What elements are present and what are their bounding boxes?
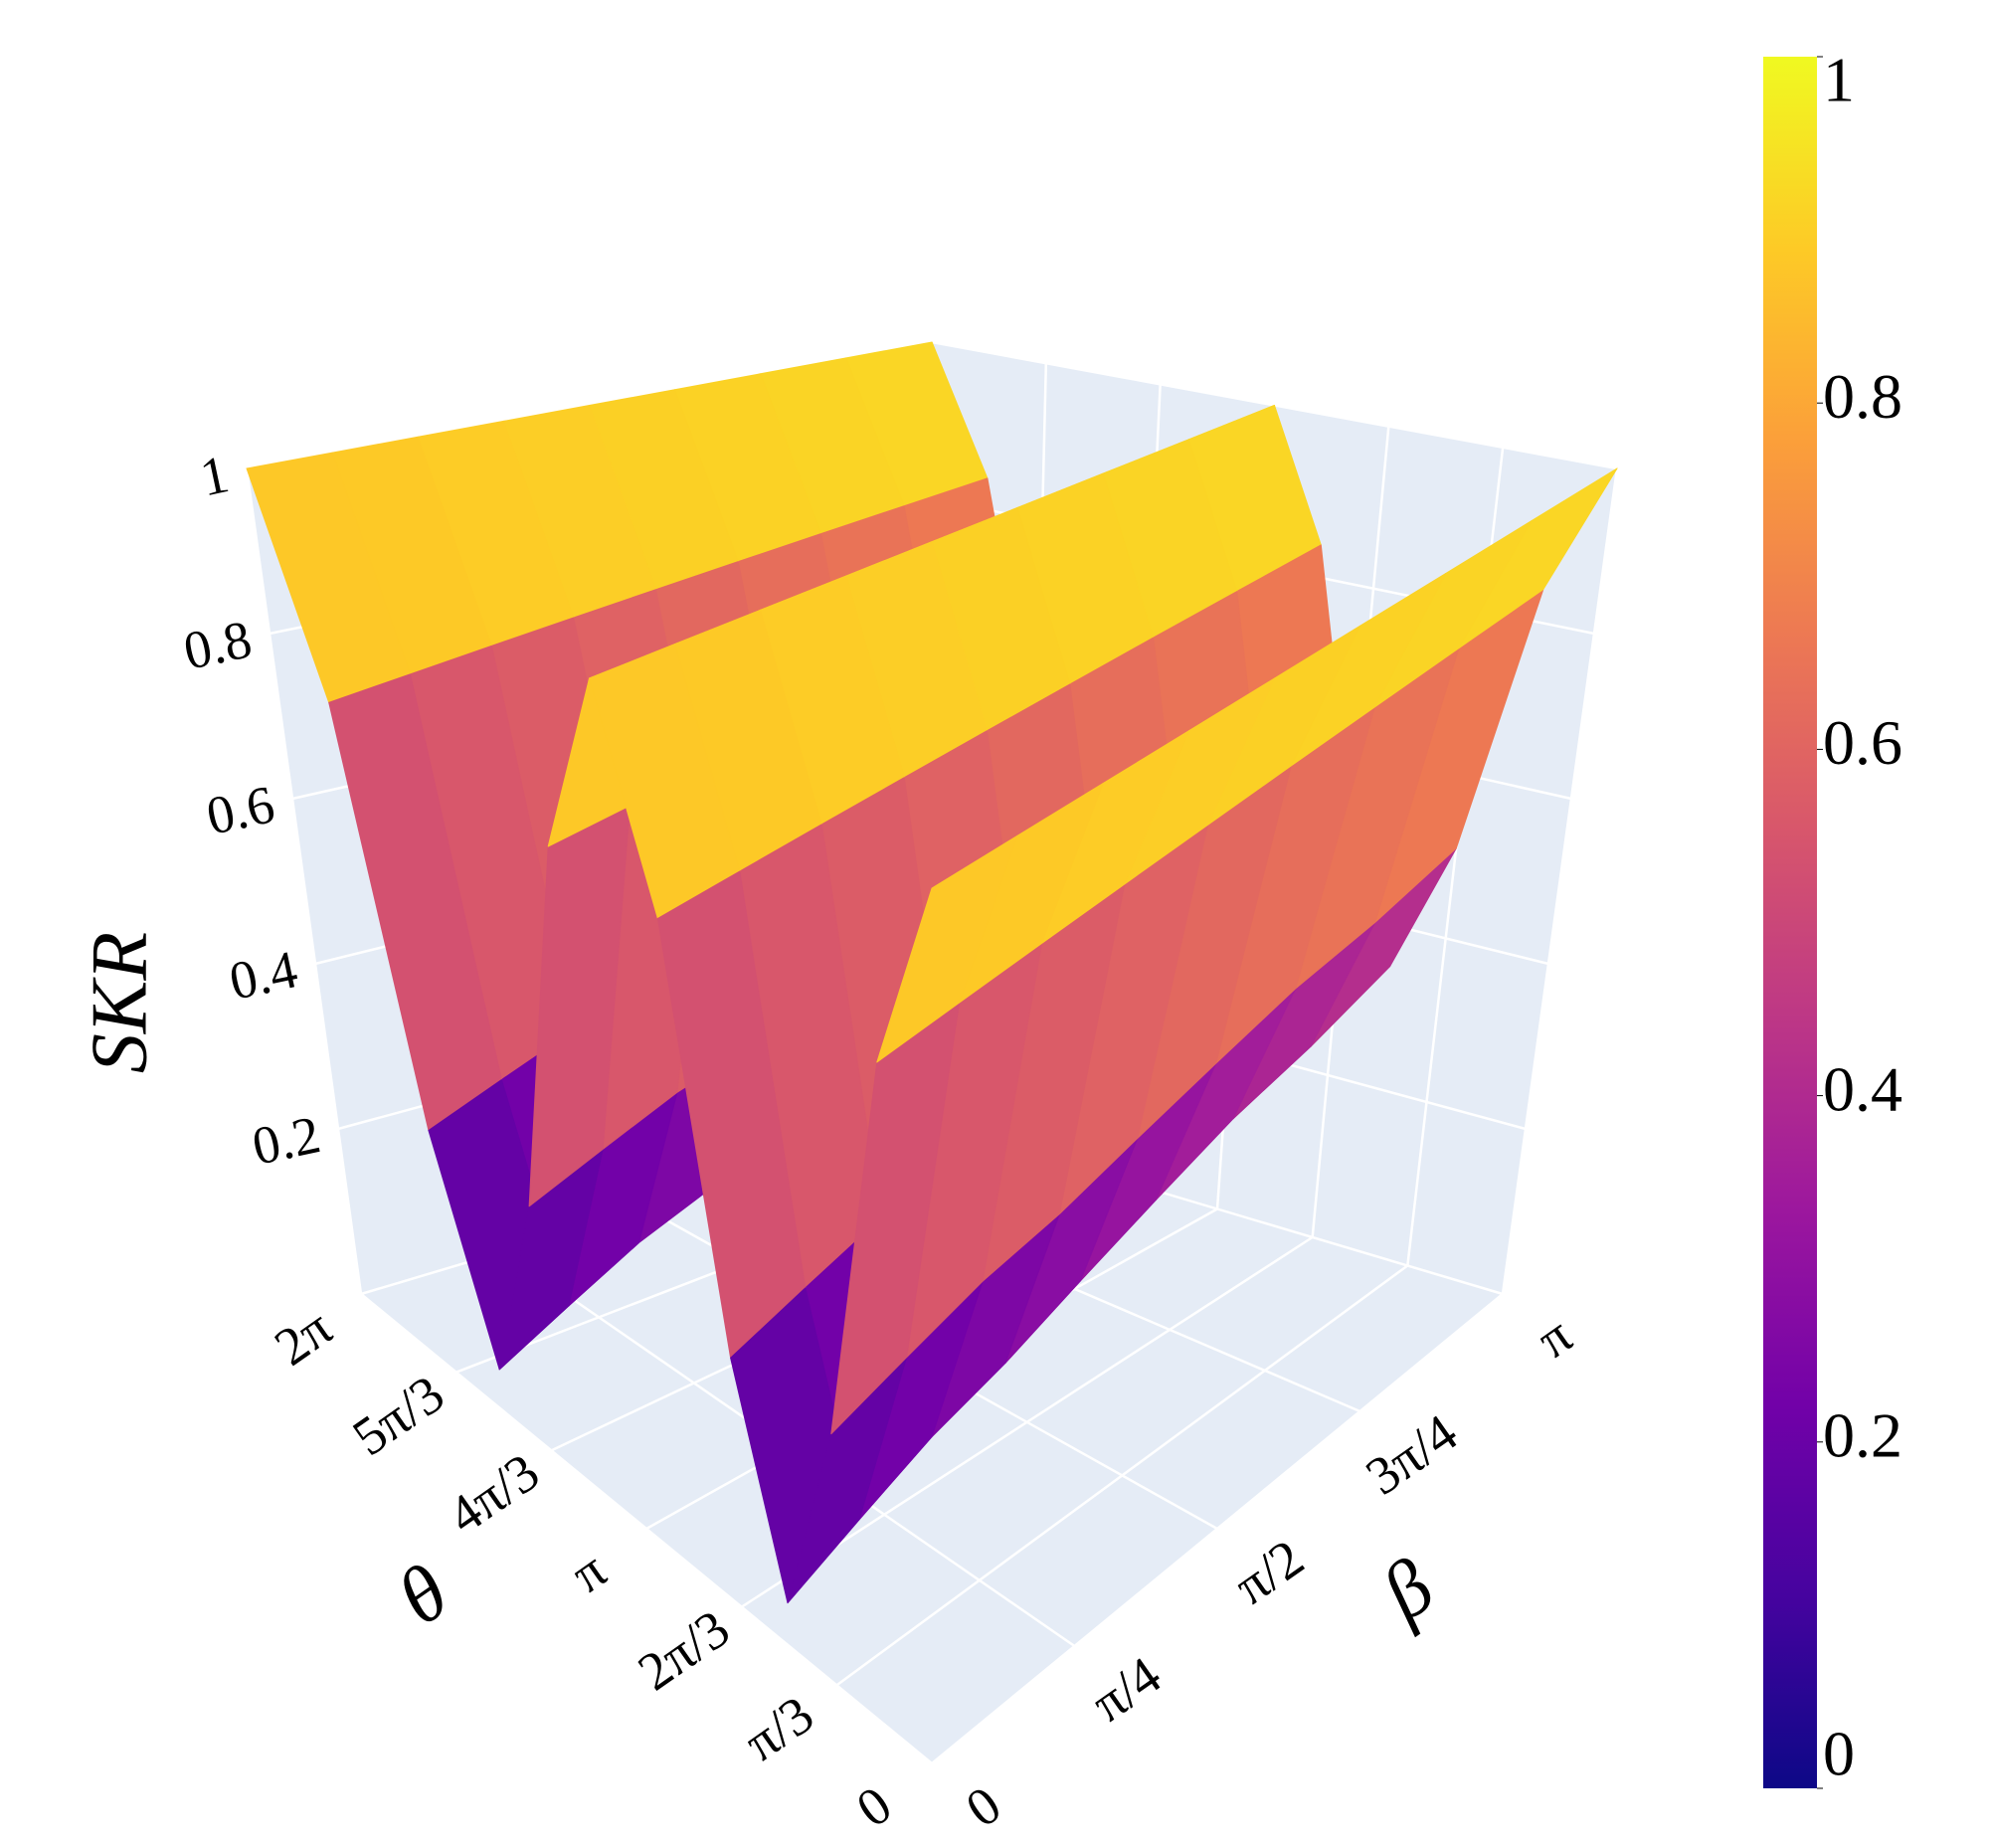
x-tick-label: π (560, 1540, 617, 1604)
z-axis-title: SKR (76, 932, 163, 1073)
x-tick-label: 0 (846, 1774, 903, 1839)
colorbar (1763, 57, 1817, 1788)
x-tick-label: π/3 (734, 1684, 824, 1772)
y-tick-label: π/2 (1223, 1528, 1314, 1616)
y-tick-label: 3π/4 (1356, 1402, 1468, 1506)
z-tick-label: 0.6 (202, 774, 279, 846)
colorbar-tick-label: 0 (1823, 1719, 1855, 1789)
y-tick-label: π (1526, 1305, 1582, 1370)
y-axis-title: β (1364, 1543, 1449, 1638)
surface-patch (876, 834, 1018, 1063)
x-tick-label: 2π/3 (628, 1598, 740, 1702)
colorbar-tick-label: 0.6 (1823, 707, 1902, 778)
y-tick-label: 0 (956, 1774, 1012, 1839)
z-tick-label: 0.2 (248, 1104, 325, 1177)
floor-pane (361, 1124, 1503, 1763)
z-tick-label: 0.4 (225, 939, 302, 1012)
y-tick-label: π/4 (1081, 1645, 1172, 1734)
x-tick-label: 4π/3 (437, 1442, 549, 1546)
x-axis-title: θ (382, 1548, 464, 1642)
x-tick-label: 5π/3 (342, 1364, 454, 1467)
colorbar-tick-label: 0.2 (1823, 1399, 1902, 1470)
colorbar-tick-label: 0.8 (1823, 361, 1902, 432)
colorbar-tick-label: 1 (1823, 45, 1855, 115)
z-tick-label: 1 (195, 444, 234, 507)
grid-line (245, 467, 363, 1295)
x-tick-label: 2π (264, 1297, 342, 1377)
colorbar-tick-label: 0.4 (1823, 1053, 1902, 1124)
grid-line (1501, 467, 1619, 1295)
grid-line (360, 1293, 933, 1764)
z-tick-label: 0.8 (179, 609, 257, 681)
